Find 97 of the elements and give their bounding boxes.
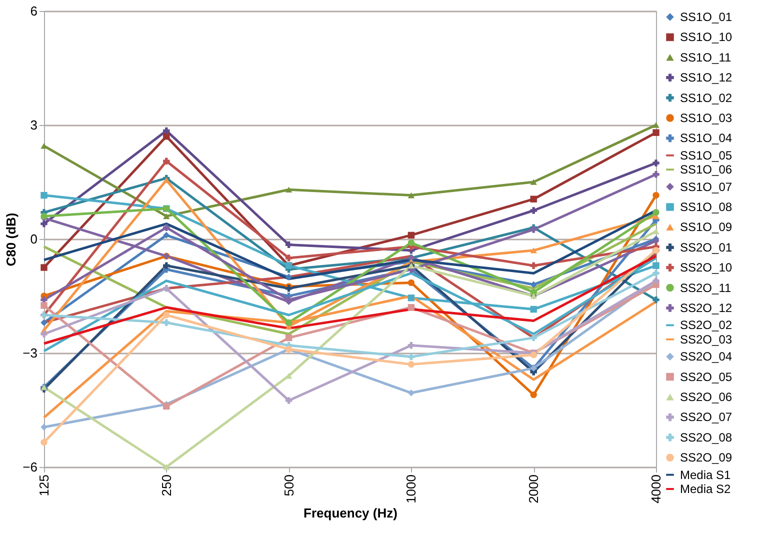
legend-label: SS1O_01 xyxy=(680,10,732,24)
y-axis-title: C80 (dB) xyxy=(4,212,19,266)
point xyxy=(40,330,48,338)
point xyxy=(530,196,537,202)
legend-label: Media S1 xyxy=(680,468,732,482)
point xyxy=(40,296,48,304)
legend-label: SS2O_12 xyxy=(680,301,732,315)
point xyxy=(408,239,415,246)
point xyxy=(408,232,415,239)
y-tick-label: −6 xyxy=(22,460,38,474)
y-tick-label: −3 xyxy=(22,346,38,360)
point xyxy=(40,220,48,228)
legend-label: SS1O_07 xyxy=(680,180,732,194)
legend-label: SS2O_05 xyxy=(680,370,732,384)
point xyxy=(408,294,415,302)
point xyxy=(285,254,292,262)
point xyxy=(40,302,48,309)
point xyxy=(530,179,537,185)
point xyxy=(530,334,537,342)
point xyxy=(530,262,537,269)
point xyxy=(285,186,292,193)
legend-label: SS1O_11 xyxy=(680,50,732,64)
point xyxy=(163,285,170,292)
legend-label: SS1O_12 xyxy=(680,70,732,85)
legend-label: SS2O_02 xyxy=(680,318,732,332)
legend-label: SS1O_10 xyxy=(680,30,732,44)
point xyxy=(285,397,292,404)
point xyxy=(40,192,48,199)
point xyxy=(652,262,660,269)
point xyxy=(163,133,170,140)
point xyxy=(530,247,537,254)
point xyxy=(652,209,660,216)
point xyxy=(40,142,48,149)
point xyxy=(40,438,48,446)
point xyxy=(163,312,170,318)
legend-label: SS2O_01 xyxy=(680,240,732,254)
legend-label: SS1O_02 xyxy=(680,90,732,105)
point xyxy=(285,334,292,342)
legend-label: SS1O_04 xyxy=(680,131,732,146)
point xyxy=(163,262,170,269)
point xyxy=(163,177,170,184)
point xyxy=(285,241,292,248)
legend-label: SS1O_09 xyxy=(680,220,732,234)
legend-label: SS2O_04 xyxy=(680,350,732,364)
y-tick-label: 6 xyxy=(30,4,38,18)
point xyxy=(408,279,415,286)
point xyxy=(163,224,170,231)
point xyxy=(530,306,537,313)
point xyxy=(285,274,292,280)
point xyxy=(408,304,415,311)
point xyxy=(652,160,660,166)
point xyxy=(652,129,660,136)
x-tick-label: 500 xyxy=(281,474,296,496)
legend-label: Media S2 xyxy=(680,482,732,496)
point xyxy=(408,361,415,368)
point xyxy=(408,353,415,360)
point xyxy=(40,424,48,430)
x-tick-label: 125 xyxy=(36,474,52,496)
legend-label: SS2O_06 xyxy=(680,390,732,404)
point xyxy=(530,391,537,398)
legend-label: SS1O_05 xyxy=(680,148,732,162)
y-tick-label: 0 xyxy=(30,232,38,246)
legend-label: SS2O_07 xyxy=(680,410,732,424)
x-tick-label: 2000 xyxy=(526,474,542,504)
point xyxy=(652,122,660,128)
legend-label: SS2O_11 xyxy=(680,280,732,295)
legend-label: SS1O_06 xyxy=(680,162,732,177)
point xyxy=(163,213,170,220)
legend-label: SS1O_03 xyxy=(680,111,732,125)
point xyxy=(408,192,415,198)
point xyxy=(652,296,660,304)
point xyxy=(40,319,48,326)
point xyxy=(285,319,292,326)
point xyxy=(530,207,537,214)
x-tick-label: 250 xyxy=(158,474,174,496)
point xyxy=(163,232,170,239)
legend-label: SS2O_03 xyxy=(680,332,732,346)
point xyxy=(652,192,660,199)
y-tick-label: 3 xyxy=(30,118,38,132)
legend-label: SS1O_08 xyxy=(680,200,732,214)
legend-label: SS2O_10 xyxy=(680,260,732,275)
x-tick-label: 1000 xyxy=(404,474,419,504)
point xyxy=(40,264,48,271)
legend-label: SS2O_09 xyxy=(680,450,732,465)
x-tick-label: 4000 xyxy=(648,474,664,504)
x-axis-title: Frequency (Hz) xyxy=(304,505,398,520)
point xyxy=(163,158,170,164)
legend-label: SS2O_08 xyxy=(680,430,732,444)
point xyxy=(163,127,170,134)
point xyxy=(408,342,415,349)
point xyxy=(163,319,170,326)
point xyxy=(408,390,415,396)
point xyxy=(530,281,537,288)
point xyxy=(163,464,170,470)
point xyxy=(652,171,660,178)
point xyxy=(652,228,660,234)
point xyxy=(652,270,660,277)
